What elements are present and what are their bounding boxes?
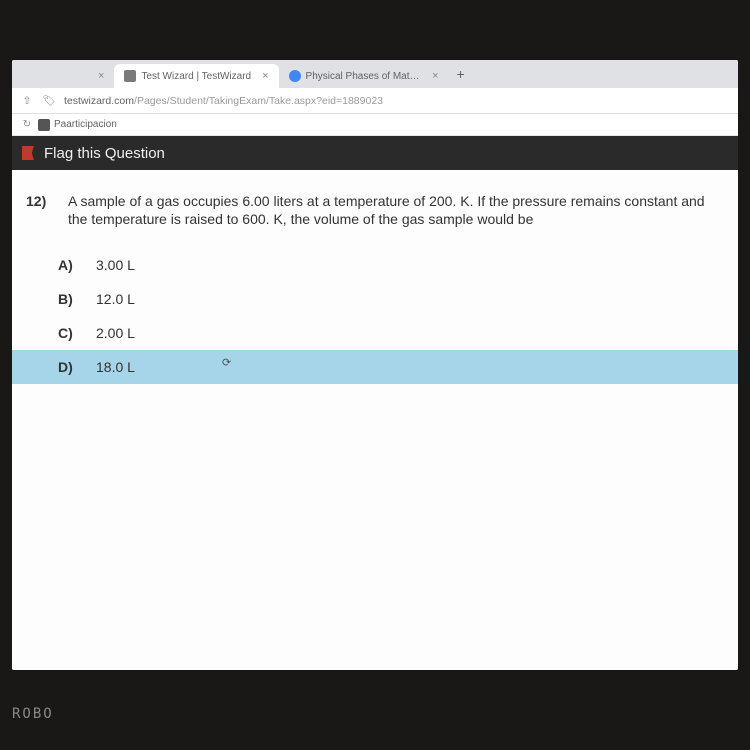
bookmark-label[interactable]: Paarticipacion xyxy=(54,119,117,130)
close-icon[interactable]: × xyxy=(98,70,104,82)
close-icon[interactable]: × xyxy=(262,70,268,82)
option-text: 18.0 L xyxy=(96,359,135,375)
answer-options: A) 3.00 L B) 12.0 L C) 2.00 L D) 18.0 L … xyxy=(12,248,738,384)
favicon-icon xyxy=(289,70,301,82)
refresh-icon[interactable]: ↻ xyxy=(20,119,34,130)
question-number: 12) xyxy=(26,192,54,228)
answer-option-c[interactable]: C) 2.00 L xyxy=(12,316,738,350)
site-info-icon[interactable]: 🏷 xyxy=(42,94,56,107)
browser-tab[interactable]: Physical Phases of Matter Prac × xyxy=(279,64,449,88)
laptop-brand-label: ROBO xyxy=(12,706,54,722)
option-text: 12.0 L xyxy=(96,291,135,307)
option-text: 2.00 L xyxy=(96,325,135,341)
flag-question-bar[interactable]: Flag this Question xyxy=(12,136,738,170)
flag-label: Flag this Question xyxy=(44,145,165,162)
question-content: 12) A sample of a gas occupies 6.00 lite… xyxy=(12,170,738,670)
tab-title: Test Wizard | TestWizard xyxy=(141,71,251,82)
browser-tabs-bar: × Test Wizard | TestWizard × Physical Ph… xyxy=(12,60,738,88)
address-bar: ⇧ 🏷 testwizard.com/Pages/Student/TakingE… xyxy=(12,88,738,114)
answer-option-a[interactable]: A) 3.00 L xyxy=(12,248,738,282)
laptop-frame: × Test Wizard | TestWizard × Physical Ph… xyxy=(0,0,750,750)
option-letter: D) xyxy=(58,359,78,375)
url-domain: testwizard.com xyxy=(64,95,134,107)
url-display[interactable]: testwizard.com/Pages/Student/TakingExam/… xyxy=(64,95,730,107)
option-text: 3.00 L xyxy=(96,257,135,273)
tab-title: Physical Phases of Matter Prac xyxy=(306,71,422,82)
favicon-icon xyxy=(124,70,136,82)
browser-tab[interactable]: × xyxy=(82,64,114,88)
browser-tab-active[interactable]: Test Wizard | TestWizard × xyxy=(114,64,278,88)
cursor-icon: ⟳ xyxy=(222,356,231,369)
option-letter: C) xyxy=(58,325,78,341)
option-letter: B) xyxy=(58,291,78,307)
browser-screen: × Test Wizard | TestWizard × Physical Ph… xyxy=(12,60,738,670)
url-path: /Pages/Student/TakingExam/Take.aspx?eid=… xyxy=(134,95,383,107)
bookmark-bar: ↻ Paarticipacion xyxy=(12,114,738,136)
question-text: A sample of a gas occupies 6.00 liters a… xyxy=(68,192,724,228)
new-tab-button[interactable]: + xyxy=(449,66,473,82)
question-block: 12) A sample of a gas occupies 6.00 lite… xyxy=(12,192,738,242)
bookmark-icon[interactable] xyxy=(38,119,50,131)
security-icon[interactable]: ⇧ xyxy=(20,95,34,107)
answer-option-d[interactable]: D) 18.0 L ⟳ xyxy=(12,350,738,384)
flag-icon xyxy=(22,146,36,160)
close-icon[interactable]: × xyxy=(432,70,438,82)
answer-option-b[interactable]: B) 12.0 L xyxy=(12,282,738,316)
option-letter: A) xyxy=(58,257,78,273)
